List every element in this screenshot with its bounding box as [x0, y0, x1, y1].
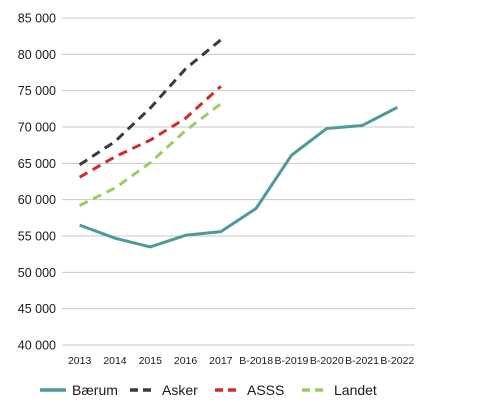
y-tick-label: 80 000: [18, 48, 56, 62]
x-tick-label: 2013: [68, 355, 92, 367]
series-lines: [78, 38, 399, 249]
series-line-1: [78, 38, 222, 167]
y-tick-label: 55 000: [18, 230, 56, 244]
legend-label: ASSS: [247, 382, 284, 398]
legend-label: Landet: [334, 382, 377, 398]
y-tick-label: 45 000: [18, 302, 56, 316]
legend-label: Asker: [162, 382, 198, 398]
y-tick-label: 65 000: [18, 157, 56, 171]
y-tick-label: 70 000: [18, 121, 56, 135]
y-tick-label: 50 000: [18, 266, 56, 280]
y-tick-label: 40 000: [18, 339, 56, 353]
y-tick-label: 75 000: [18, 84, 56, 98]
x-tick-label: 2015: [139, 355, 163, 367]
x-tick-label: 2016: [174, 355, 198, 367]
x-tick-label: B-2022: [380, 355, 414, 367]
x-axis-ticks: 2013 2014 2015 2016 2017 B-2018 B-2019 B-2020 B-…: [68, 355, 414, 367]
series-line-3: [78, 102, 222, 207]
legend: Bærum Asker ASSS Landet: [40, 382, 377, 398]
y-axis-ticks: 40 000 45 000 50 000 55 000 60 000 65 000 70 0…: [18, 12, 56, 353]
x-tick-label: 2017: [209, 355, 233, 367]
x-tick-label: B-2020: [310, 355, 344, 367]
x-tick-label: B-2021: [345, 355, 379, 367]
x-tick-label: 2014: [103, 355, 127, 367]
y-tick-label: 85 000: [18, 12, 56, 26]
y-tick-label: 60 000: [18, 193, 56, 207]
x-tick-label: B-2018: [239, 355, 273, 367]
x-tick-label: B-2019: [275, 355, 309, 367]
series-line-0: [79, 106, 399, 249]
gridlines: [62, 17, 415, 346]
legend-label: Bærum: [72, 382, 118, 398]
